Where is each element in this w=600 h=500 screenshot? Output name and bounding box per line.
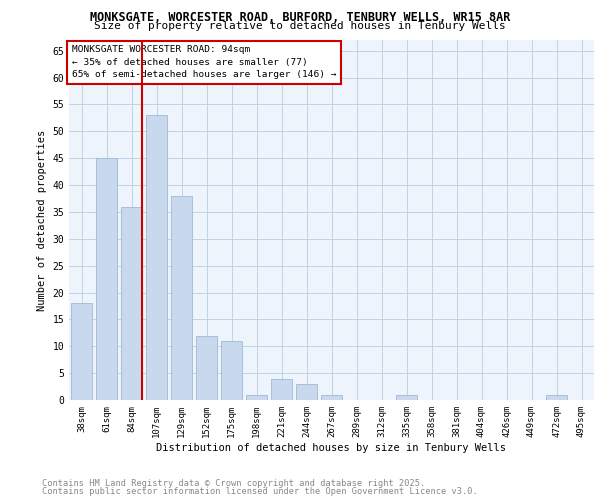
Text: Contains public sector information licensed under the Open Government Licence v3: Contains public sector information licen… bbox=[42, 487, 478, 496]
Bar bbox=[171, 196, 192, 400]
Bar bbox=[196, 336, 217, 400]
Text: MONKSGATE, WORCESTER ROAD, BURFORD, TENBURY WELLS, WR15 8AR: MONKSGATE, WORCESTER ROAD, BURFORD, TENB… bbox=[90, 11, 510, 24]
Y-axis label: Number of detached properties: Number of detached properties bbox=[37, 130, 47, 310]
Bar bbox=[321, 394, 342, 400]
Bar bbox=[546, 394, 567, 400]
X-axis label: Distribution of detached houses by size in Tenbury Wells: Distribution of detached houses by size … bbox=[157, 442, 506, 452]
Text: Contains HM Land Registry data © Crown copyright and database right 2025.: Contains HM Land Registry data © Crown c… bbox=[42, 478, 425, 488]
Bar bbox=[146, 115, 167, 400]
Bar bbox=[246, 394, 267, 400]
Bar bbox=[96, 158, 117, 400]
Bar bbox=[121, 206, 142, 400]
Bar bbox=[396, 394, 417, 400]
Text: Size of property relative to detached houses in Tenbury Wells: Size of property relative to detached ho… bbox=[94, 21, 506, 31]
Text: MONKSGATE WORCESTER ROAD: 94sqm
← 35% of detached houses are smaller (77)
65% of: MONKSGATE WORCESTER ROAD: 94sqm ← 35% of… bbox=[71, 46, 336, 80]
Bar bbox=[296, 384, 317, 400]
Bar bbox=[271, 378, 292, 400]
Bar bbox=[71, 304, 92, 400]
Bar bbox=[221, 341, 242, 400]
